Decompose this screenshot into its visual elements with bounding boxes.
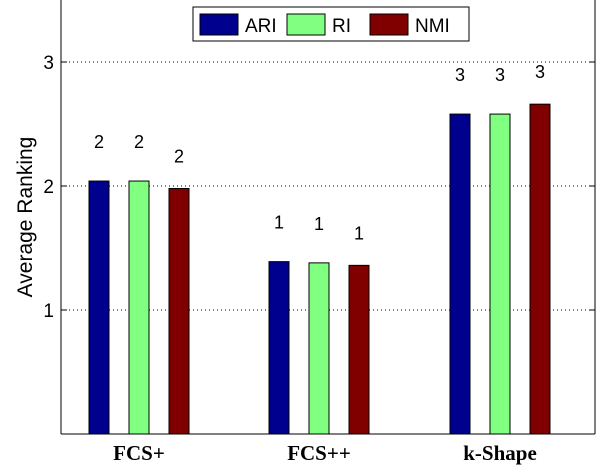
bar-ari-1 [268,261,290,435]
bar-ari-2 [449,113,471,435]
bar-ri-2 [489,113,511,435]
bar-nmi-0 [168,187,190,435]
y-tick-label-1: 1 [43,301,54,322]
legend-label-ari: ARI [245,16,277,37]
data-label-ri-2: 3 [495,65,505,85]
data-label-ari-1: 1 [274,213,284,233]
legend-box [192,6,470,42]
y-tick-label-2: 2 [43,177,54,198]
data-label-nmi-0: 2 [174,146,184,166]
x-category-label-2: k-Shape [463,441,537,465]
bar-nmi-1 [348,264,370,435]
y-axis-label: Average Ranking [14,137,37,298]
legend-swatch-ari [199,13,239,36]
x-category-labels: FCS+ FCS++ k-Shape [113,441,537,465]
x-category-label-0: FCS+ [113,441,165,465]
bar-ari-0 [88,180,110,435]
data-label-ari-2: 3 [455,65,465,85]
x-category-label-1: FCS++ [287,441,351,465]
legend-label-ri: RI [332,16,351,37]
legend-swatch-nmi [369,13,409,36]
legend-swatch-ri [286,13,326,36]
axes [60,0,596,435]
data-label-ari-0: 2 [94,132,104,152]
bar-ri-0 [128,180,150,435]
data-label-nmi-2: 3 [535,62,545,82]
data-label-ri-0: 2 [134,132,144,152]
y-ticks: 1 2 3 [43,53,595,322]
data-labels: 2 1 3 2 1 3 2 1 3 [94,62,545,243]
legend-label-nmi: NMI [415,16,450,37]
y-tick-label-3: 3 [43,53,54,74]
data-label-ri-1: 1 [314,214,324,234]
bar-ri-1 [308,262,330,435]
data-label-nmi-1: 1 [354,223,364,243]
bar-nmi-2 [529,103,551,435]
legend: ARI RI NMI [192,6,470,42]
